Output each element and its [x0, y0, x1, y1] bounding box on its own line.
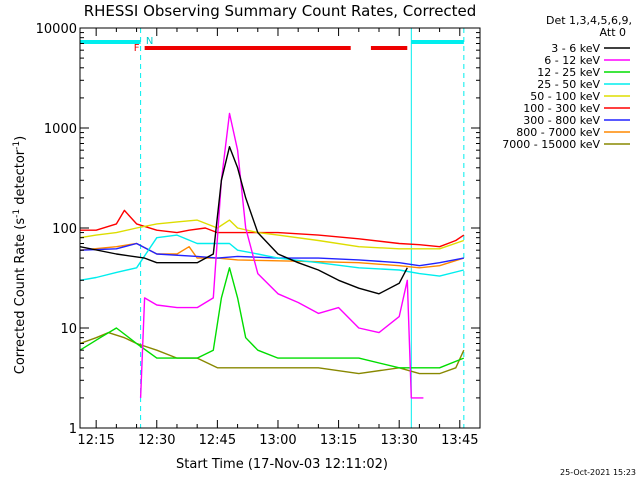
- y-axis-label-sup2: -1: [12, 141, 22, 150]
- y-tick-label-2: 100: [52, 222, 77, 237]
- y-tick-label-1: 10: [60, 322, 77, 337]
- flare-flag-label: F: [134, 43, 140, 54]
- series-line-3: [79, 234, 464, 281]
- legend-label-4: 50 - 100 keV: [530, 90, 600, 103]
- y-axis-label-end: ): [13, 136, 28, 141]
- y-axis-label: Corrected Count Rate (s-1 detector-1): [12, 136, 28, 374]
- x-tick-label-0: 12:15: [77, 433, 114, 448]
- legend-header-1: Det 1,3,4,5,6,9,: [546, 14, 632, 27]
- chart-title: RHESSI Observing Summary Count Rates, Co…: [84, 2, 477, 20]
- x-tick-label-6: 13:45: [441, 433, 478, 448]
- y-tick-label-3: 1000: [44, 122, 77, 137]
- legend-label-0: 3 - 6 keV: [551, 42, 600, 55]
- legend-header-2: Att 0: [600, 26, 626, 39]
- x-tick-label-2: 12:45: [199, 433, 236, 448]
- series-line-6: [79, 242, 464, 267]
- y-tick-label-0: 1: [69, 422, 77, 437]
- flag-bars: FN: [80, 28, 465, 428]
- timestamp: 25-Oct-2021 15:23: [560, 468, 636, 477]
- x-axis-label: Start Time (17-Nov-03 12:11:02): [176, 457, 388, 472]
- series-line-4: [79, 219, 465, 250]
- legend-label-3: 25 - 50 keV: [537, 78, 600, 91]
- x-tick-label-1: 12:30: [138, 433, 175, 448]
- axes: 1 10 100 1000 10000 12:15 12:30 12:45 13:00 13:15…: [36, 22, 481, 448]
- x-tick-label-5: 13:30: [380, 433, 417, 448]
- legend-label-6: 300 - 800 keV: [523, 114, 600, 127]
- legend-label-8: 7000 - 15000 keV: [502, 138, 600, 151]
- y-axis-label-mid: detector: [13, 149, 28, 209]
- x-tick-label-3: 13:00: [259, 433, 296, 448]
- series-line-2: [79, 267, 465, 369]
- y-axis-label-sup1: -1: [12, 209, 22, 218]
- legend-label-1: 6 - 12 keV: [544, 54, 600, 67]
- night-flag-label: N: [146, 36, 153, 47]
- series-line-1: [139, 112, 424, 399]
- x-tick-label-4: 13:15: [320, 433, 357, 448]
- series-line-0: [79, 145, 408, 295]
- legend-label-5: 100 - 300 keV: [523, 102, 600, 115]
- legend-label-7: 800 - 7000 keV: [516, 126, 600, 139]
- series-lines: [79, 112, 465, 399]
- y-axis-label-start: Corrected Count Rate (s: [13, 218, 28, 375]
- y-tick-label-4: 10000: [36, 22, 77, 37]
- legend-label-2: 12 - 25 keV: [537, 66, 600, 79]
- series-line-8: [79, 331, 465, 375]
